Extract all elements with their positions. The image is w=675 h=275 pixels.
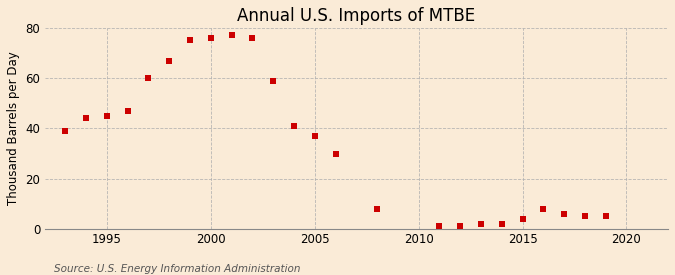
Point [538, 207, 549, 211]
Point [496, 222, 507, 226]
Point [205, 36, 216, 40]
Point [434, 224, 445, 229]
Point [60, 129, 71, 133]
Point [288, 124, 299, 128]
Point [143, 76, 154, 80]
Point [330, 151, 341, 156]
Point [580, 214, 591, 219]
Point [309, 134, 320, 138]
Point [122, 109, 133, 113]
Point [476, 222, 487, 226]
Point [372, 207, 383, 211]
Point [600, 214, 611, 219]
Point [517, 217, 528, 221]
Y-axis label: Thousand Barrels per Day: Thousand Barrels per Day [7, 51, 20, 205]
Point [247, 36, 258, 40]
Text: Source: U.S. Energy Information Administration: Source: U.S. Energy Information Administ… [54, 264, 300, 274]
Title: Annual U.S. Imports of MTBE: Annual U.S. Imports of MTBE [237, 7, 475, 25]
Point [226, 33, 237, 38]
Point [559, 212, 570, 216]
Point [185, 38, 196, 43]
Point [268, 78, 279, 83]
Point [81, 116, 92, 120]
Point [101, 114, 112, 118]
Point [164, 58, 175, 63]
Point [455, 224, 466, 229]
